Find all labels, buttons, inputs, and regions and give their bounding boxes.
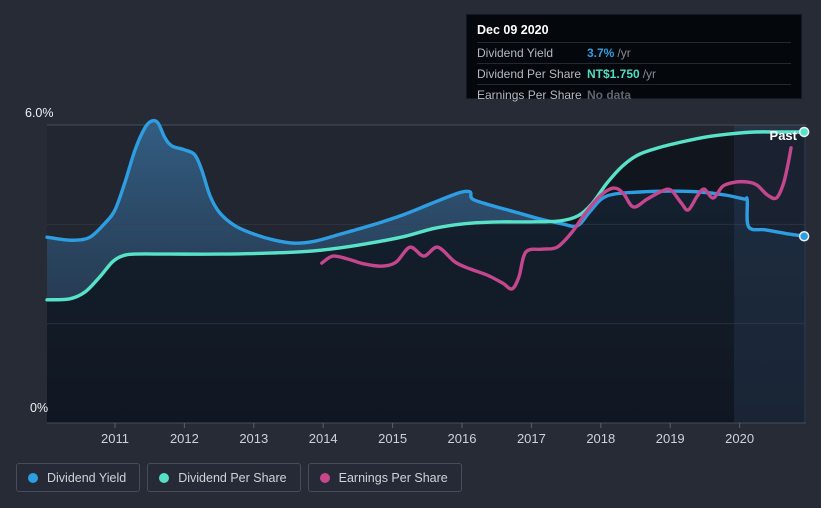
dividend-per-share-end-dot[interactable] [798,126,810,138]
earnings-per-share-dot-icon [319,472,330,483]
past-label: Past [770,128,798,143]
legend-label: Dividend Per Share [178,470,287,485]
tooltip-label: Earnings Per Share [477,88,582,102]
y-axis-label-bottom: 0% [30,401,48,415]
x-tick-label-2020: 2020 [725,431,754,446]
tooltip-row-dividend-yield: Dividend Yield 3.7% /yr [477,42,791,63]
legend-label: Earnings Per Share [338,470,448,485]
x-tick-label-2019: 2019 [656,431,685,446]
dividend-per-share-area [47,131,805,423]
x-tick-label-2012: 2012 [170,431,199,446]
y-axis-label-top: 6.0% [25,106,54,120]
earnings-per-share-line [320,146,793,291]
x-tick-label-2017: 2017 [517,431,546,446]
chart-legend: Dividend Yield Dividend Per Share Earnin… [16,463,462,492]
tooltip-date: Dec 09 2020 [477,23,549,37]
dividend-yield-dot-icon [28,472,38,483]
tooltip-value: NT$1.750 [587,67,640,81]
x-tick-label-2011: 2011 [101,431,129,446]
legend-item-earnings-per-share[interactable]: Earnings Per Share [307,463,462,492]
tooltip-row-earnings-per-share: Earnings Per Share No data [477,84,791,105]
tooltip-label: Dividend Per Share [477,67,582,81]
legend-item-dividend-yield[interactable]: Dividend Yield [16,463,141,492]
x-tick-label-2013: 2013 [239,431,268,446]
x-tick-label-2014: 2014 [309,431,338,446]
dividend-per-share-line [45,130,806,302]
tooltip-row-dividend-per-share: Dividend Per Share NT$1.750 /yr [477,63,791,84]
past-highlight-band [734,125,806,423]
dividend-per-share-dot-icon [159,472,170,483]
legend-label: Dividend Yield [47,470,127,485]
x-tick-label-2015: 2015 [378,431,407,446]
tooltip-unit: /yr [642,67,657,81]
tooltip-unit: /yr [617,46,631,60]
chart-tooltip: Dec 09 2020 Dividend Yield 3.7% /yr Divi… [466,14,802,102]
legend-item-dividend-per-share[interactable]: Dividend Per Share [147,463,301,492]
tooltip-value: 3.7% [587,46,615,60]
x-tick-label-2018: 2018 [586,431,615,446]
dividend-yield-end-dot[interactable] [798,231,810,242]
x-tick-label-2016: 2016 [448,431,477,446]
tooltip-label: Dividend Yield [477,46,554,60]
tooltip-value: No data [587,88,632,102]
